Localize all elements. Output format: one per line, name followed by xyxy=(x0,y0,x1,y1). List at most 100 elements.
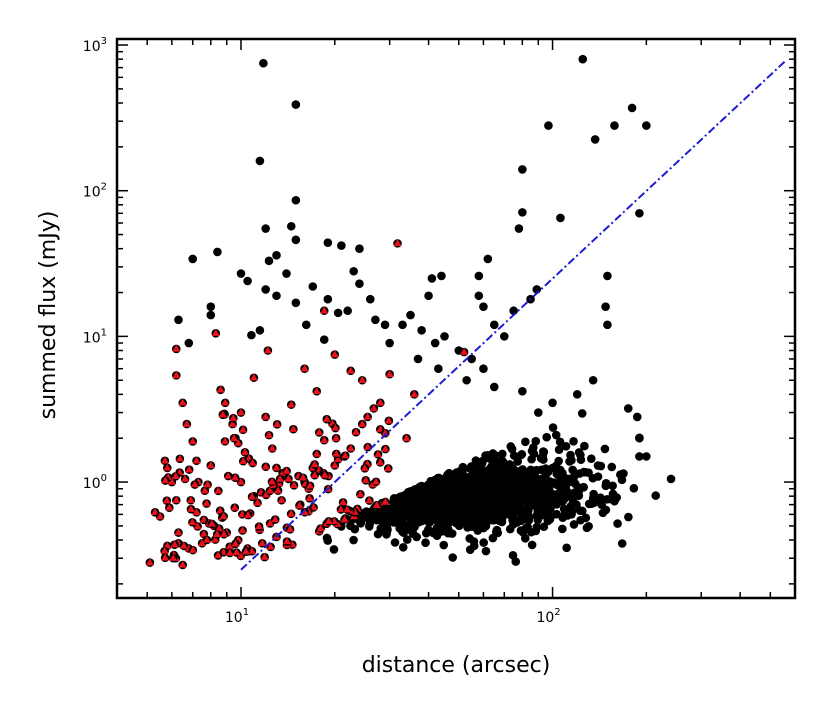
black-data-point xyxy=(557,482,567,492)
red-data-point xyxy=(186,504,195,512)
red-data-point xyxy=(267,477,276,485)
red-data-point xyxy=(266,542,275,550)
red-data-point xyxy=(384,416,393,424)
red-data-point xyxy=(331,423,340,431)
black-data-point xyxy=(504,461,514,471)
black-data-point xyxy=(448,553,458,562)
black-data-point xyxy=(474,271,484,281)
black-data-point xyxy=(496,490,506,500)
black-data-point xyxy=(356,516,366,526)
black-data-point xyxy=(467,354,476,364)
red-data-point xyxy=(271,515,280,523)
black-data-point xyxy=(578,54,588,64)
red-data-point xyxy=(211,329,220,337)
black-data-point xyxy=(516,526,526,535)
black-data-point xyxy=(469,541,479,551)
red-data-point xyxy=(284,474,293,482)
black-data-point xyxy=(558,524,567,534)
red-data-point xyxy=(261,412,270,420)
black-data-point xyxy=(516,450,526,460)
red-data-point xyxy=(376,458,385,466)
red-data-point xyxy=(255,522,264,530)
red-data-point xyxy=(232,548,241,556)
black-data-point xyxy=(481,546,491,556)
black-data-point xyxy=(236,269,246,278)
red-data-point xyxy=(185,465,194,473)
black-data-point xyxy=(512,518,522,527)
red-data-point xyxy=(287,509,296,517)
black-data-point xyxy=(291,195,301,205)
black-data-point xyxy=(319,335,329,344)
black-data-point xyxy=(259,58,268,68)
black-data-point xyxy=(282,269,291,278)
red-data-point xyxy=(225,542,234,550)
black-data-point xyxy=(559,472,568,481)
black-data-point xyxy=(430,338,440,348)
red-data-point xyxy=(161,476,170,484)
red-data-point xyxy=(172,496,181,503)
red-data-point xyxy=(219,530,228,537)
black-data-point xyxy=(580,441,589,451)
red-data-point xyxy=(202,499,211,507)
black-data-point xyxy=(509,306,518,316)
black-data-point xyxy=(546,492,555,502)
black-data-point xyxy=(445,487,455,496)
black-data-point xyxy=(467,462,476,471)
red-data-point xyxy=(262,490,271,498)
red-data-point xyxy=(258,539,267,546)
red-data-point xyxy=(268,444,277,452)
black-data-point xyxy=(466,485,476,495)
red-data-point xyxy=(236,551,245,559)
red-data-point xyxy=(237,477,245,485)
black-data-point xyxy=(607,462,617,472)
red-data-point xyxy=(286,525,295,533)
red-data-point xyxy=(248,458,257,466)
black-data-point xyxy=(603,271,612,281)
red-data-point xyxy=(170,540,179,548)
black-data-point xyxy=(608,481,617,491)
red-data-point xyxy=(273,420,282,428)
red-data-point xyxy=(182,419,191,427)
black-data-point xyxy=(635,433,644,443)
red-data-point xyxy=(163,463,172,471)
red-data-point xyxy=(402,434,411,441)
black-data-point xyxy=(413,494,422,503)
black-data-point xyxy=(590,135,600,144)
black-data-point xyxy=(449,470,458,479)
black-data-point xyxy=(521,437,530,447)
red-data-point xyxy=(221,437,229,445)
red-data-point xyxy=(192,456,201,464)
black-data-point xyxy=(435,493,444,503)
black-data-point xyxy=(392,511,401,520)
red-data-point xyxy=(202,535,211,543)
red-data-point xyxy=(277,496,286,503)
black-data-point xyxy=(509,485,519,494)
red-data-point xyxy=(188,518,197,525)
red-data-point xyxy=(312,449,321,457)
red-data-point xyxy=(248,492,257,500)
red-data-point xyxy=(218,410,227,418)
black-data-point xyxy=(563,488,573,498)
red-data-point xyxy=(203,480,212,488)
black-data-point xyxy=(323,536,333,545)
black-data-point xyxy=(527,527,536,537)
black-data-point xyxy=(635,452,644,461)
black-data-point xyxy=(589,498,599,508)
black-data-point xyxy=(610,496,619,506)
black-data-point xyxy=(559,504,569,514)
black-data-point xyxy=(380,320,390,330)
black-data-point xyxy=(554,445,564,455)
red-data-point xyxy=(385,370,394,377)
black-data-point xyxy=(365,294,375,304)
black-data-point xyxy=(575,506,585,515)
black-data-point xyxy=(424,291,433,301)
x-tick-label: 101 xyxy=(225,607,249,626)
black-data-point xyxy=(666,474,676,484)
black-data-point xyxy=(489,320,499,330)
black-data-point xyxy=(389,494,399,503)
red-data-point xyxy=(289,424,298,432)
black-data-point xyxy=(593,461,603,470)
black-data-point xyxy=(434,479,444,489)
red-data-point xyxy=(265,430,273,438)
black-data-point xyxy=(184,338,194,348)
